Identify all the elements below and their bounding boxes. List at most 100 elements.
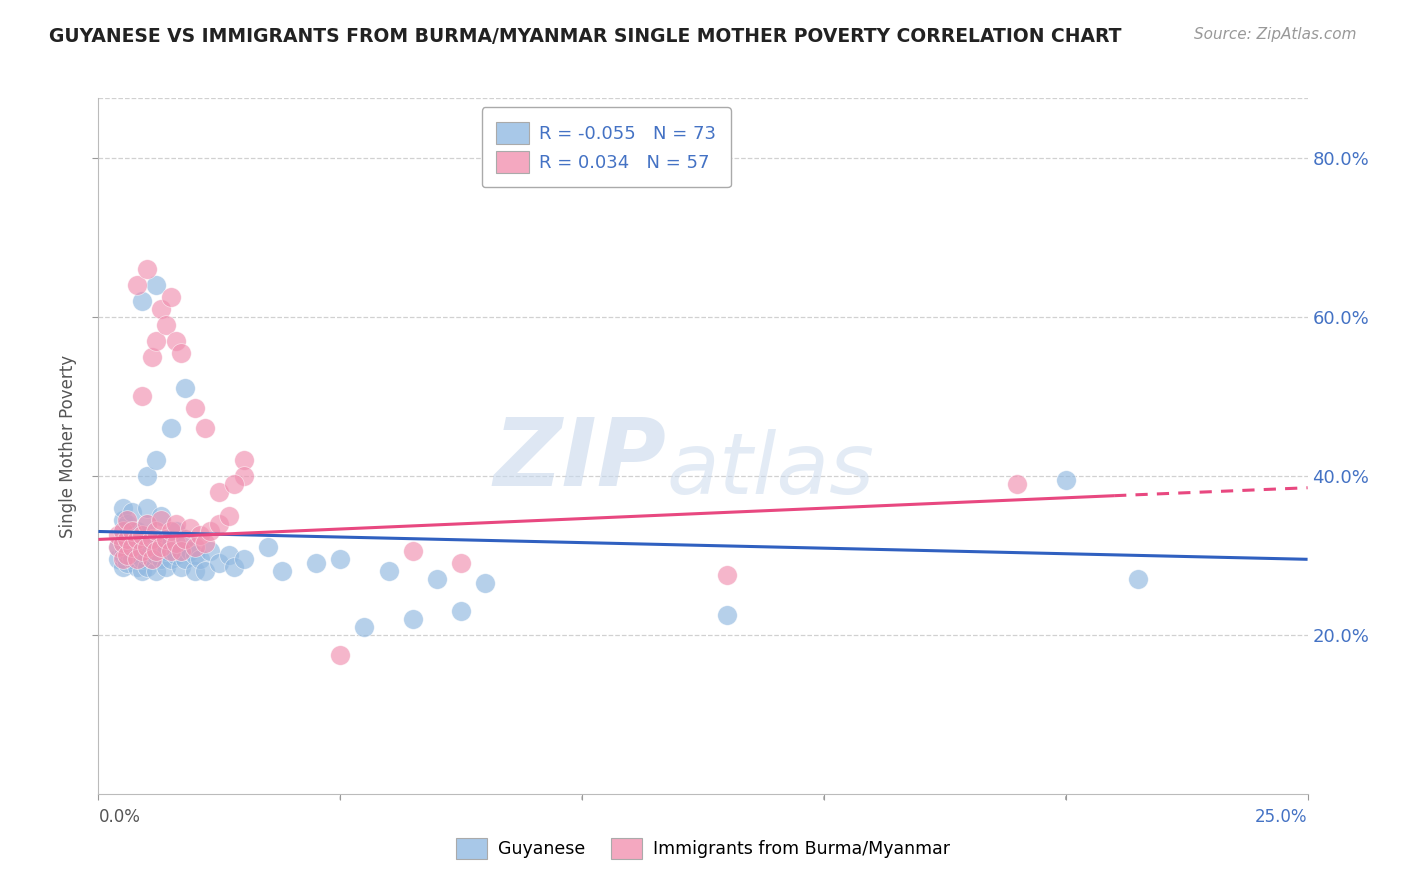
Point [111, 549, 134, 563]
Point [256, 541, 278, 555]
Point [329, 552, 352, 566]
Point [160, 524, 183, 539]
Point [121, 541, 143, 555]
Point [127, 552, 149, 566]
Point [474, 576, 496, 591]
Point [117, 549, 139, 563]
Point [184, 564, 207, 578]
Point [107, 552, 129, 566]
Point [165, 549, 187, 563]
Point [111, 524, 134, 539]
Text: ZIP: ZIP [494, 414, 666, 506]
Point [117, 544, 139, 558]
Point [111, 536, 134, 550]
Point [450, 556, 472, 570]
Point [198, 544, 221, 558]
Point [135, 516, 157, 531]
Point [145, 544, 167, 558]
Point [107, 541, 129, 555]
Point [165, 334, 187, 348]
Point [121, 552, 143, 566]
Point [145, 334, 167, 348]
Point [121, 541, 143, 555]
Point [117, 533, 139, 547]
Point [141, 533, 163, 547]
Point [160, 552, 183, 566]
Point [111, 512, 134, 526]
Point [107, 541, 129, 555]
Point [150, 508, 173, 523]
Point [145, 533, 167, 547]
Point [135, 500, 157, 515]
Point [135, 468, 157, 483]
Point [179, 544, 201, 558]
Point [141, 536, 163, 550]
Point [165, 536, 187, 550]
Point [145, 549, 167, 563]
Point [111, 500, 134, 515]
Point [135, 516, 157, 531]
Point [218, 549, 240, 563]
Point [117, 516, 139, 531]
Point [208, 484, 231, 499]
Point [145, 453, 167, 467]
Point [716, 607, 738, 622]
Point [222, 560, 245, 574]
Point [135, 549, 157, 563]
Point [127, 533, 149, 547]
Point [1128, 572, 1150, 586]
Point [131, 564, 153, 578]
Point [232, 468, 254, 483]
Point [111, 524, 134, 539]
Point [150, 512, 173, 526]
Point [184, 549, 207, 563]
Point [1007, 476, 1029, 491]
Point [150, 541, 173, 555]
Point [150, 541, 173, 555]
Point [184, 541, 207, 555]
Point [402, 612, 425, 626]
Legend: R = -0.055   N = 73, R = 0.034   N = 57: R = -0.055 N = 73, R = 0.034 N = 57 [482, 107, 731, 187]
Point [127, 524, 149, 539]
Point [150, 552, 173, 566]
Point [127, 277, 149, 292]
Point [160, 544, 183, 558]
Point [353, 620, 375, 634]
Point [135, 262, 157, 277]
Point [127, 536, 149, 550]
Point [131, 552, 153, 566]
Point [271, 564, 294, 578]
Point [131, 541, 153, 555]
Point [141, 552, 163, 566]
Text: 0.0%: 0.0% [98, 808, 141, 826]
Point [232, 453, 254, 467]
Point [131, 528, 153, 542]
Legend: Guyanese, Immigrants from Burma/Myanmar: Guyanese, Immigrants from Burma/Myanmar [450, 831, 956, 865]
Point [135, 560, 157, 574]
Point [111, 552, 134, 566]
Point [131, 389, 153, 403]
Point [160, 536, 183, 550]
Point [188, 552, 211, 566]
Point [145, 524, 167, 539]
Point [121, 505, 143, 519]
Point [117, 556, 139, 570]
Point [174, 533, 197, 547]
Point [145, 277, 167, 292]
Point [218, 508, 240, 523]
Point [426, 572, 449, 586]
Point [155, 544, 177, 558]
Point [127, 549, 149, 563]
Point [169, 544, 191, 558]
Point [131, 544, 153, 558]
Point [194, 421, 217, 435]
Point [160, 421, 183, 435]
Text: GUYANESE VS IMMIGRANTS FROM BURMA/MYANMAR SINGLE MOTHER POVERTY CORRELATION CHAR: GUYANESE VS IMMIGRANTS FROM BURMA/MYANMA… [49, 27, 1122, 45]
Point [121, 524, 143, 539]
Point [155, 533, 177, 547]
Point [198, 524, 221, 539]
Point [305, 556, 328, 570]
Point [169, 560, 191, 574]
Point [194, 564, 217, 578]
Point [111, 560, 134, 574]
